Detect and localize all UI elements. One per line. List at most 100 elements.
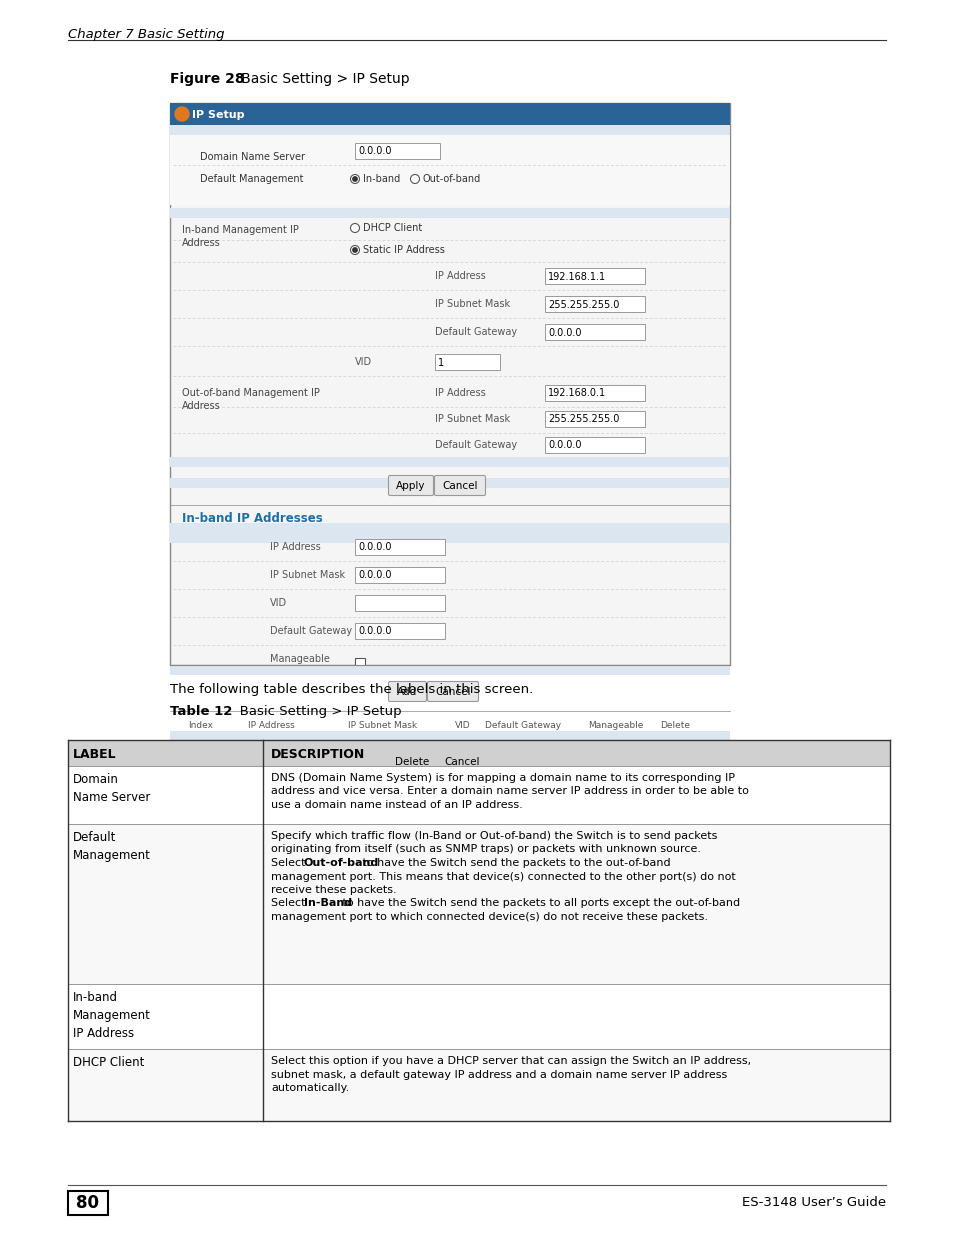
- Text: In-Band: In-Band: [304, 899, 352, 909]
- Bar: [68, 740, 889, 766]
- Text: Add: Add: [397, 687, 417, 697]
- Text: 192.168.0.1: 192.168.0.1: [547, 389, 605, 399]
- Bar: [68, 766, 889, 824]
- Text: Specify which traffic flow (In-Band or Out-of-band) the Switch is to send packet: Specify which traffic flow (In-Band or O…: [271, 831, 717, 841]
- Text: IP Subnet Mask: IP Subnet Mask: [435, 299, 510, 309]
- Text: IP Subnet Mask: IP Subnet Mask: [270, 571, 345, 580]
- Text: DNS (Domain Name System) is for mapping a domain name to its corresponding IP: DNS (Domain Name System) is for mapping …: [271, 773, 734, 783]
- Text: Default Management: Default Management: [200, 174, 303, 184]
- Bar: [544, 268, 644, 284]
- Bar: [170, 125, 729, 135]
- Text: 255.255.255.0: 255.255.255.0: [547, 300, 618, 310]
- Circle shape: [353, 177, 356, 182]
- Text: Manageable: Manageable: [587, 720, 642, 730]
- FancyBboxPatch shape: [388, 682, 426, 701]
- Text: In-band IP Addresses: In-band IP Addresses: [182, 513, 322, 526]
- Bar: [355, 143, 439, 159]
- Text: 0.0.0.0: 0.0.0.0: [547, 327, 581, 337]
- Text: Table 12: Table 12: [170, 705, 233, 718]
- Text: 0.0.0.0: 0.0.0.0: [357, 147, 391, 157]
- FancyBboxPatch shape: [427, 682, 478, 701]
- Text: DHCP Client: DHCP Client: [363, 224, 422, 233]
- Text: Manageable: Manageable: [270, 655, 330, 664]
- FancyBboxPatch shape: [172, 103, 261, 124]
- Text: Out-of-band: Out-of-band: [422, 174, 480, 184]
- Text: Basic Setting > IP Setup: Basic Setting > IP Setup: [227, 705, 401, 718]
- Text: management port. This means that device(s) connected to the other port(s) do not: management port. This means that device(…: [271, 872, 735, 882]
- Bar: [544, 296, 644, 312]
- Text: Index: Index: [188, 720, 213, 730]
- Circle shape: [350, 224, 359, 232]
- FancyBboxPatch shape: [434, 475, 485, 495]
- Text: Cancel: Cancel: [444, 757, 479, 767]
- Text: Default Gateway: Default Gateway: [270, 626, 352, 636]
- Bar: [170, 103, 729, 125]
- Bar: [170, 664, 729, 676]
- Bar: [170, 457, 729, 467]
- Bar: [355, 595, 444, 611]
- Text: Domain
Name Server: Domain Name Server: [73, 773, 151, 804]
- Bar: [544, 324, 644, 340]
- Text: Figure 28: Figure 28: [170, 72, 244, 86]
- Text: IP Address: IP Address: [435, 388, 485, 398]
- Text: IP Address: IP Address: [248, 720, 294, 730]
- Text: 1: 1: [437, 357, 444, 368]
- Text: 0.0.0.0: 0.0.0.0: [357, 626, 391, 636]
- Text: management port to which connected device(s) do not receive these packets.: management port to which connected devic…: [271, 911, 707, 923]
- Text: Out-of-band: Out-of-band: [304, 858, 378, 868]
- Text: 80: 80: [76, 1194, 99, 1212]
- Circle shape: [353, 248, 356, 252]
- Text: Apply: Apply: [395, 480, 425, 492]
- Text: IP Address: IP Address: [270, 542, 320, 552]
- Text: to have the Switch send the packets to all ports except the out-of-band: to have the Switch send the packets to a…: [338, 899, 740, 909]
- Circle shape: [410, 174, 419, 184]
- Text: Domain Name Server: Domain Name Server: [200, 152, 305, 162]
- Text: Select: Select: [271, 858, 309, 868]
- Text: IP Subnet Mask: IP Subnet Mask: [348, 720, 416, 730]
- Text: IP Setup: IP Setup: [192, 110, 244, 120]
- Bar: [355, 538, 444, 555]
- Bar: [544, 385, 644, 401]
- Circle shape: [350, 246, 359, 254]
- Circle shape: [350, 174, 359, 184]
- Text: Basic Setting > IP Setup: Basic Setting > IP Setup: [228, 72, 409, 86]
- Bar: [68, 1049, 889, 1121]
- Text: DESCRIPTION: DESCRIPTION: [271, 747, 365, 761]
- Text: Address: Address: [182, 238, 220, 248]
- Text: The following table describes the labels in this screen.: The following table describes the labels…: [170, 683, 533, 697]
- Bar: [544, 437, 644, 453]
- Text: Chapter 7 Basic Setting: Chapter 7 Basic Setting: [68, 28, 224, 41]
- Text: Delete: Delete: [395, 757, 429, 767]
- Bar: [355, 622, 444, 638]
- Bar: [170, 135, 729, 205]
- Text: LABEL: LABEL: [73, 747, 116, 761]
- Text: IP Address: IP Address: [435, 270, 485, 282]
- Text: In-band: In-band: [363, 174, 400, 184]
- Text: Select this option if you have a DHCP server that can assign the Switch an IP ad: Select this option if you have a DHCP se…: [271, 1056, 750, 1066]
- Text: In-band
Management
IP Address: In-band Management IP Address: [73, 990, 151, 1040]
- Text: receive these packets.: receive these packets.: [271, 885, 396, 895]
- Text: VID: VID: [455, 720, 470, 730]
- Circle shape: [174, 107, 189, 121]
- Text: Out-of-band Management IP: Out-of-band Management IP: [182, 388, 319, 398]
- Text: 0.0.0.0: 0.0.0.0: [357, 542, 391, 552]
- Bar: [170, 103, 729, 664]
- Bar: [170, 207, 729, 219]
- Bar: [68, 984, 889, 1049]
- Text: IP Subnet Mask: IP Subnet Mask: [435, 414, 510, 424]
- Text: Select: Select: [271, 899, 309, 909]
- Text: to have the Switch send the packets to the out-of-band: to have the Switch send the packets to t…: [358, 858, 670, 868]
- Bar: [544, 411, 644, 427]
- Text: use a domain name instead of an IP address.: use a domain name instead of an IP addre…: [271, 800, 522, 810]
- Text: Default Gateway: Default Gateway: [484, 720, 560, 730]
- Text: subnet mask, a default gateway IP address and a domain name server IP address: subnet mask, a default gateway IP addres…: [271, 1070, 726, 1079]
- Text: address and vice versa. Enter a domain name server IP address in order to be abl: address and vice versa. Enter a domain n…: [271, 787, 748, 797]
- Text: VID: VID: [270, 598, 287, 608]
- Text: 192.168.1.1: 192.168.1.1: [547, 272, 605, 282]
- Text: VID: VID: [355, 357, 372, 367]
- Bar: [170, 731, 729, 745]
- Text: Cancel: Cancel: [435, 687, 470, 697]
- Text: DHCP Client: DHCP Client: [73, 1056, 144, 1070]
- Bar: [68, 1191, 108, 1215]
- Bar: [170, 534, 729, 543]
